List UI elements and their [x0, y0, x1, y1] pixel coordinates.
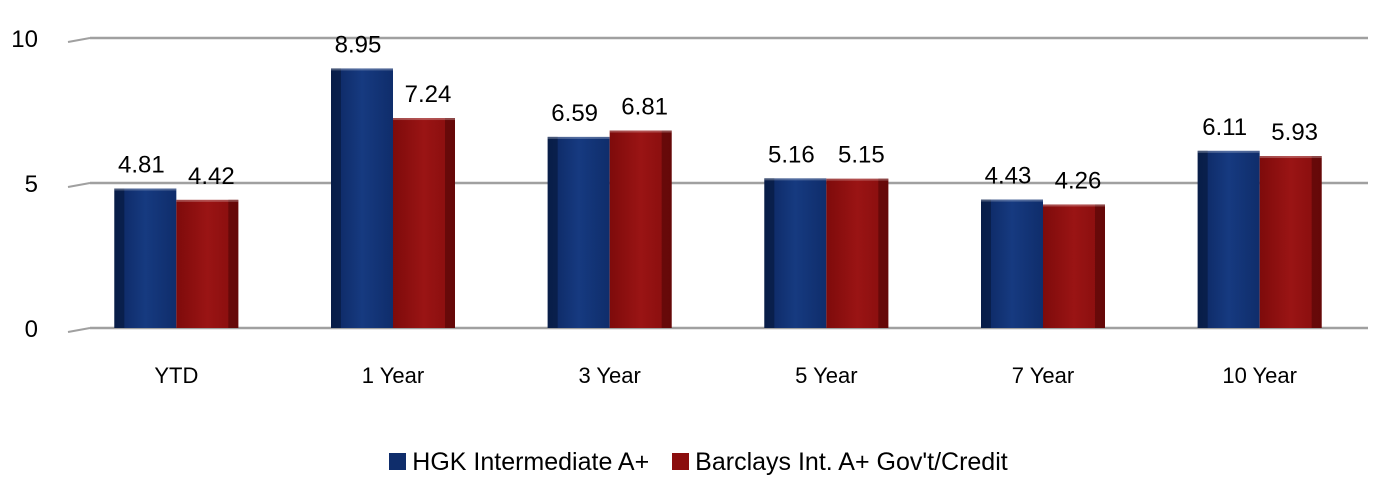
gridline-depth: [67, 327, 91, 333]
bar-top: [176, 199, 239, 202]
bar-top: [393, 118, 455, 121]
x-tick-label: 7 Year: [1012, 363, 1074, 388]
bar: [547, 136, 610, 328]
legend: HGK Intermediate A+ Barclays Int. A+ Gov…: [0, 448, 1397, 477]
legend-label-series-1: HGK Intermediate A+: [412, 448, 650, 476]
x-tick-label: 5 Year: [795, 363, 857, 388]
bar-top: [764, 178, 827, 181]
data-label: 5.93: [1271, 119, 1318, 146]
bar: [1259, 156, 1322, 328]
bar-side: [661, 130, 672, 328]
legend-swatch-series-2: [672, 452, 690, 470]
legend-item-series-2: Barclays Int. A+ Gov't/Credit: [672, 448, 1008, 477]
data-label: 5.15: [838, 142, 885, 169]
bar: [1197, 150, 1260, 328]
x-tick-label: 3 Year: [578, 363, 640, 388]
bar-side: [547, 136, 558, 328]
bar: [393, 118, 455, 328]
legend-label-series-2: Barclays Int. A+ Gov't/Credit: [695, 448, 1008, 476]
y-tick-label: 0: [25, 316, 38, 343]
bar-side: [764, 178, 775, 328]
bar-top: [1259, 156, 1322, 159]
bar: [1043, 204, 1105, 328]
bar: [764, 178, 827, 328]
data-label: 6.81: [621, 94, 668, 121]
bar-top: [981, 199, 1043, 202]
bar-side: [114, 188, 125, 328]
legend-item-series-1: HGK Intermediate A+: [389, 448, 649, 477]
x-tick-label: 1 Year: [362, 363, 424, 388]
bar: [826, 178, 889, 328]
bar-side: [228, 199, 239, 328]
bar: [114, 188, 177, 328]
bar-top: [547, 136, 610, 139]
bar-top: [826, 178, 889, 181]
bar-side: [331, 68, 341, 328]
data-label: 4.43: [985, 163, 1032, 190]
y-tick-label: 5: [25, 171, 38, 198]
data-label: 5.16: [768, 141, 815, 168]
x-tick-label: 10 Year: [1222, 363, 1297, 388]
bar-top: [609, 130, 672, 133]
bar-side: [1311, 156, 1322, 328]
x-tick-label: YTD: [154, 363, 198, 388]
bar-side: [878, 178, 889, 328]
data-label: 4.26: [1055, 167, 1102, 194]
bar-top: [1197, 150, 1260, 153]
bar-side: [1197, 150, 1208, 328]
bar-top: [331, 68, 393, 71]
bar-chart: 0 5 10 4.81 4.42 YTD 8.95 7.24 1 Year 6.59 6.81 3 Y…: [11, 26, 1368, 388]
data-label: 4.42: [188, 163, 235, 190]
legend-swatch-series-1: [389, 452, 407, 470]
data-label: 6.59: [551, 100, 598, 127]
y-tick-label: 10: [11, 26, 38, 53]
gridline-depth: [67, 182, 91, 188]
bar-side: [445, 118, 455, 328]
data-label: 6.11: [1202, 114, 1247, 141]
gridline-depth: [67, 37, 91, 43]
bar-side: [1095, 204, 1105, 328]
data-label: 4.81: [118, 152, 165, 179]
bar: [331, 68, 393, 328]
data-label: 7.24: [405, 81, 452, 108]
bar-top: [114, 188, 177, 191]
bar-side: [981, 199, 991, 328]
bar: [609, 130, 672, 328]
bar-top: [1043, 204, 1105, 207]
bar: [981, 199, 1043, 328]
data-label: 8.95: [335, 31, 382, 58]
bar: [176, 199, 239, 328]
